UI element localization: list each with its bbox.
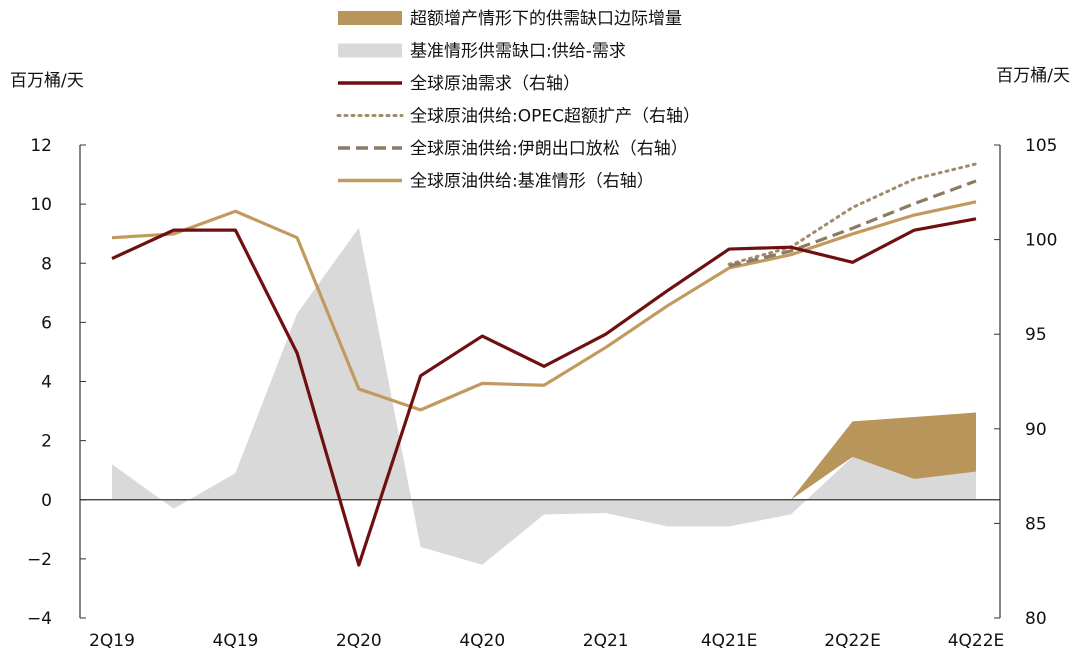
legend-swatch	[338, 11, 402, 25]
series-line-0	[111, 217, 977, 567]
x-tick-label: 2Q22E	[824, 631, 881, 651]
x-tick-label: 4Q19	[213, 631, 259, 651]
legend-label: 超额增产情形下的供需缺口边际增量	[410, 9, 682, 29]
x-tick-label: 2Q21	[583, 631, 629, 651]
area-layer	[112, 227, 976, 565]
legend: 超额增产情形下的供需缺口边际增量基准情形供需缺口:供给-需求全球原油需求（右轴）…	[336, 9, 700, 192]
left-tick-label: −2	[27, 550, 52, 570]
left-axis-unit: 百万桶/天	[10, 71, 84, 91]
left-tick-label: 6	[41, 313, 52, 333]
left-tick-label: 8	[41, 254, 52, 274]
series-line-2	[728, 179, 977, 268]
area-incremental-gap	[790, 412, 976, 500]
x-tick-label: 4Q22E	[948, 631, 1005, 651]
right-tick-label: 80	[1025, 609, 1047, 629]
legend-swatch	[338, 43, 402, 58]
legend-label: 全球原油需求（右轴）	[410, 74, 580, 94]
series-line-1	[727, 162, 978, 266]
area-baseline-gap	[112, 227, 976, 565]
line-layer	[111, 162, 978, 567]
right-axis-unit: 百万桶/天	[996, 66, 1070, 86]
legend-label: 基准情形供需缺口:供给-需求	[410, 42, 626, 62]
legend-label: 全球原油供给:基准情形（右轴）	[410, 172, 654, 192]
right-tick-label: 85	[1025, 514, 1047, 534]
right-tick-label: 105	[1025, 136, 1057, 156]
right-tick-label: 90	[1025, 420, 1047, 440]
x-tick-label: 2Q20	[336, 631, 382, 651]
left-tick-label: 4	[41, 373, 52, 393]
left-tick-label: 0	[41, 491, 52, 511]
right-tick-label: 100	[1025, 231, 1057, 251]
series-line-3	[111, 200, 977, 412]
axes-layer: −4 −2 0 2 4 6 8 10 12 80 85 90 95 100 105 2Q19 4Q19 2Q20 4…	[27, 136, 1058, 651]
x-tick-label: 4Q20	[459, 631, 505, 651]
left-tick-label: −4	[27, 609, 52, 629]
left-tick-label: 12	[30, 136, 52, 156]
x-tick-label: 2Q19	[89, 631, 135, 651]
left-tick-label: 10	[30, 195, 52, 215]
right-tick-label: 95	[1025, 325, 1047, 345]
legend-label: 全球原油供给:伊朗出口放松（右轴）	[410, 139, 688, 159]
x-tick-label: 4Q21E	[701, 631, 758, 651]
left-tick-label: 2	[41, 432, 52, 452]
legend-label: 全球原油供给:OPEC超额扩产（右轴）	[410, 107, 700, 127]
